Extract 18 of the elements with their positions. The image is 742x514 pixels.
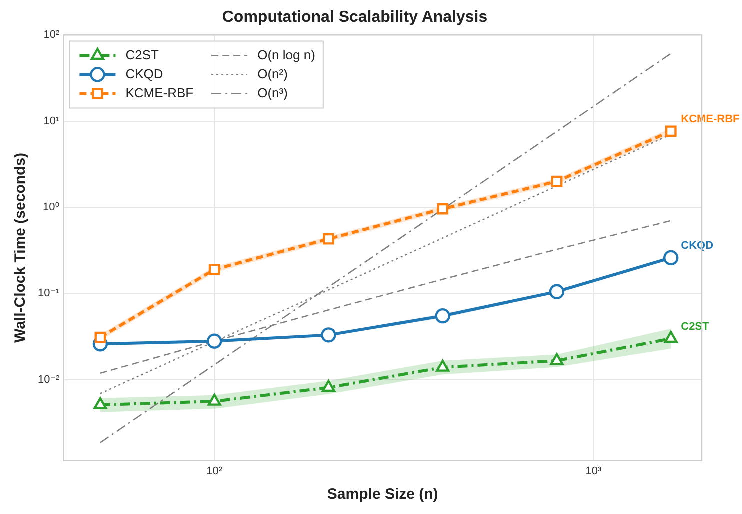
text: KCME-RBF: [681, 113, 740, 126]
legend-label: C2ST: [126, 47, 159, 62]
y-tick-label: 10⁻²: [38, 374, 60, 386]
x-axis-title: Sample Size (n): [327, 486, 438, 504]
legend-label: O(n³): [258, 85, 288, 100]
y-tick-label: 10⁰: [43, 202, 60, 214]
y-tick-label: 10¹: [44, 115, 60, 128]
legend-label: CKQD: [126, 66, 164, 82]
y-axis-title: Wall-Clock Time (seconds): [12, 152, 30, 344]
y-tick-label: 10⁻¹: [38, 288, 60, 300]
legend-label: O(n log n): [258, 47, 316, 62]
legend-label: KCME-RBF: [126, 85, 194, 100]
x-tick-label: 10³: [586, 465, 602, 478]
y-tick-label: 10²: [44, 29, 60, 42]
legend-label: O(n²): [258, 66, 288, 82]
text: CKQD: [681, 240, 714, 252]
chart-title: Computational Scalability Analysis: [222, 9, 488, 26]
text: C2ST: [681, 320, 710, 333]
